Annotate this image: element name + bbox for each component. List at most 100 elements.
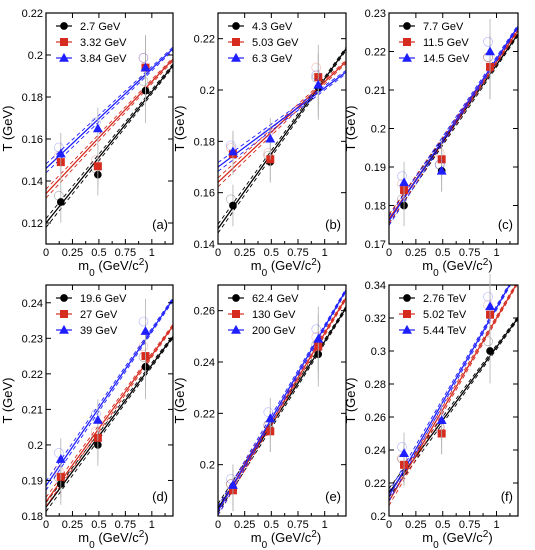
y-tick-label: 0.2 (371, 511, 386, 523)
y-tick-label: 0.14 (22, 176, 43, 188)
y-tick-label: 0.18 (22, 92, 43, 104)
x-tick-label: 0 (386, 519, 392, 531)
fit-band-upper (218, 288, 346, 506)
legend-label: 27 GeV (80, 309, 118, 321)
data-point (486, 48, 494, 55)
fit-line (46, 326, 173, 502)
panel-c: 0 0.25 0.5 0.75 10.170.180.190.20.210.220.23… (343, 8, 518, 279)
fit-line (46, 49, 173, 169)
legend-label: 4.3 GeV (252, 21, 293, 33)
legend-label: 39 GeV (80, 325, 118, 337)
y-tick-label: 0.2 (28, 440, 43, 452)
legend-marker (404, 295, 410, 301)
y-tick-label: 0.32 (365, 313, 386, 325)
legend-label: 130 GeV (252, 309, 296, 321)
x-axis-label: m0 (GeV/c2) (78, 257, 148, 279)
panel-e: 0 0.25 0.5 0.75 10.20.220.240.2662.4 GeV130 … (172, 285, 346, 550)
x-axis-label: m0 (GeV/c2) (422, 257, 492, 279)
y-tick-label: 0.24 (194, 357, 215, 369)
fit-band-upper (46, 58, 173, 190)
legend-marker (61, 295, 67, 301)
legend-label: 5.03 GeV (252, 37, 299, 49)
y-tick-label: 0.22 (22, 369, 43, 381)
legend: 2.76 TeV5.02 TeV5.44 TeV (399, 293, 467, 337)
legend-marker (233, 311, 240, 318)
open-marker (264, 408, 273, 417)
fit-band-upper (46, 335, 173, 503)
panel-label: (c) (498, 217, 513, 232)
y-axis-label: T (GeV) (172, 106, 187, 152)
fit-line (218, 49, 346, 229)
y-axis-label: T (GeV) (0, 378, 15, 424)
y-tick-label: 0.28 (365, 379, 386, 391)
x-axis-label: m0 (GeV/c2) (78, 529, 148, 550)
y-tick-label: 0.18 (22, 511, 43, 523)
open-marker (91, 409, 100, 418)
fit-band-upper (218, 47, 346, 224)
data-point (94, 163, 101, 170)
y-tick-label: 0.19 (365, 162, 386, 174)
fit-band-lower (218, 74, 346, 172)
fit-band-upper (218, 70, 346, 162)
y-tick-label: 0.34 (365, 280, 386, 292)
fit-lines (218, 47, 346, 233)
fit-band-lower (46, 67, 173, 227)
legend-marker (61, 311, 68, 318)
x-tick-label: 0 (43, 247, 49, 259)
open-marker (226, 141, 235, 150)
y-tick-label: 0.16 (22, 134, 43, 146)
legend-label: 3.32 GeV (80, 37, 127, 49)
y-axis-label: T (GeV) (343, 378, 358, 424)
legend: 7.7 GeV 11.5 GeV 14.5 GeV (399, 21, 470, 65)
panel-b: 0 0.25 0.5 0.75 10.140.160.180.20.224.3 GeV5… (172, 13, 346, 279)
data-point (94, 125, 102, 132)
y-tick-label: 0.23 (365, 8, 386, 20)
x-tick-label: 0 (43, 519, 49, 531)
fit-line (46, 337, 173, 508)
legend-label: 6.3 GeV (252, 53, 293, 65)
data-point (94, 416, 102, 423)
legend-marker (404, 39, 411, 46)
y-tick-label: 0.3 (371, 346, 386, 358)
y-tick-label: 0.12 (22, 218, 43, 230)
fit-lines (46, 47, 173, 227)
x-axis-label: m0 (GeV/c2) (251, 529, 321, 550)
legend-label: 5.44 TeV (423, 325, 467, 337)
panel-label: (f) (501, 489, 513, 504)
y-tick-label: 0.17 (365, 239, 386, 251)
y-tick-label: 0.26 (194, 306, 215, 318)
open-marker (484, 37, 493, 46)
x-tick-label: 0 (215, 247, 221, 259)
legend-marker (61, 39, 68, 46)
x-tick-label: 1 (149, 519, 155, 531)
y-axis-label: T (GeV) (343, 106, 358, 152)
fit-band-lower (46, 61, 173, 198)
fit-line (46, 66, 173, 224)
legend-label: 7.7 GeV (423, 21, 464, 33)
series-1 (398, 319, 494, 486)
legend-label: 62.4 GeV (252, 293, 299, 305)
y-tick-label: 0.22 (194, 34, 215, 46)
legend-label: 2.76 TeV (423, 293, 467, 305)
legend-label: 2.7 GeV (80, 21, 121, 33)
panel-label: (b) (325, 217, 341, 232)
open-marker (54, 143, 63, 152)
legend: 4.3 GeV 5.03 GeV 6.3 GeV (228, 21, 299, 65)
fit-band-lower (218, 63, 346, 186)
legend-label: 200 GeV (252, 325, 296, 337)
data-point (487, 348, 493, 354)
fit-line (389, 318, 518, 493)
fit-line (218, 72, 346, 167)
fit-band-upper (46, 324, 173, 497)
panel-a: 0 0.25 0.5 0.75 1 0.12 0.14 0.16 0.18 0.2 0.22 2.7 … (0, 8, 173, 279)
fit-band-lower (46, 328, 173, 507)
y-tick-label: 0.22 (365, 478, 386, 490)
data-point (58, 199, 64, 205)
y-tick-label: 0.18 (365, 201, 386, 213)
x-tick-label: 0 (215, 519, 221, 531)
legend-marker (233, 39, 240, 46)
x-tick-label: 1 (149, 247, 155, 259)
open-marker (484, 337, 493, 346)
legend-marker (404, 311, 411, 318)
